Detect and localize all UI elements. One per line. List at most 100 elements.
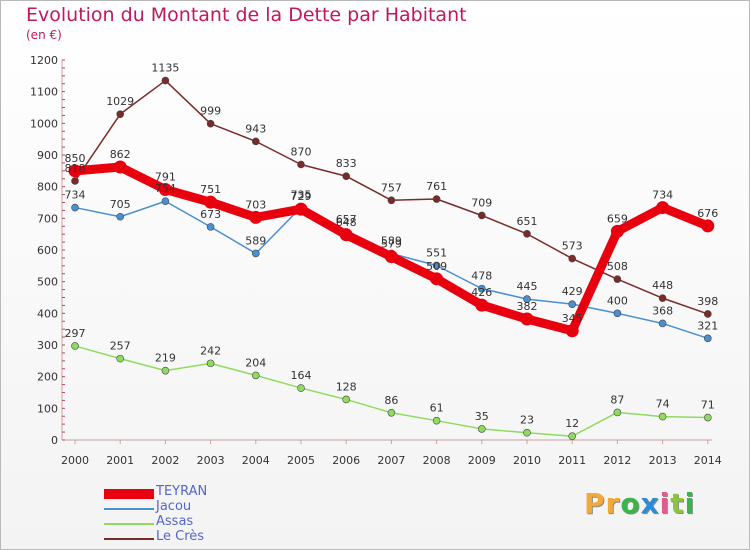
legend-swatch-teyran [104, 489, 154, 499]
data-point-le-cr-s [477, 211, 486, 220]
data-point-teyran [565, 324, 579, 338]
data-label-le-cr-s: 1029 [106, 95, 134, 108]
data-label-assas: 87 [610, 393, 624, 406]
data-label-le-cr-s: 833 [336, 157, 357, 170]
data-point-teyran [158, 183, 172, 197]
data-label-jacou: 754 [155, 182, 176, 195]
data-label-assas: 164 [291, 369, 312, 382]
data-point-jacou [568, 300, 577, 308]
data-label-teyran: 659 [607, 212, 628, 225]
data-label-jacou: 734 [65, 189, 86, 202]
data-label-le-cr-s: 870 [291, 146, 312, 159]
data-point-jacou [523, 295, 531, 303]
x-tick-label: 2002 [151, 454, 179, 467]
x-tick-label: 2005 [287, 454, 315, 467]
data-point-assas [342, 395, 351, 404]
data-label-le-cr-s: 818 [65, 162, 86, 175]
data-point-assas [658, 412, 667, 421]
data-label-assas: 204 [245, 356, 266, 369]
x-tick-label: 2010 [513, 454, 541, 467]
data-point-assas [387, 408, 396, 417]
data-label-assas: 23 [520, 414, 534, 427]
data-label-jacou: 445 [517, 280, 538, 293]
y-tick-label: 300 [37, 339, 58, 352]
x-tick-label: 2001 [106, 454, 134, 467]
data-label-teyran: 850 [65, 152, 86, 165]
data-point-assas [432, 416, 441, 425]
data-label-le-cr-s: 761 [426, 180, 447, 193]
data-label-le-cr-s: 398 [697, 295, 718, 308]
data-point-le-cr-s [703, 310, 712, 318]
y-tick-label: 1000 [30, 117, 58, 130]
data-point-teyran [339, 228, 353, 242]
data-point-assas [477, 425, 486, 433]
data-point-assas [568, 432, 577, 441]
data-label-assas: 61 [430, 402, 444, 415]
data-label-assas: 74 [656, 398, 670, 411]
y-tick-label: 700 [37, 212, 58, 225]
data-label-jacou: 551 [426, 247, 447, 260]
proxiti-logo: Proxiti [584, 487, 696, 520]
data-point-le-cr-s [206, 119, 215, 128]
y-tick-label: 200 [37, 371, 58, 384]
data-point-le-cr-s [116, 110, 124, 118]
x-tick-label: 2007 [377, 454, 405, 467]
data-point-assas [252, 371, 260, 380]
y-tick-label: 500 [37, 276, 58, 289]
data-point-assas [206, 359, 215, 368]
data-label-jacou: 429 [562, 285, 583, 298]
x-tick-label: 2009 [468, 454, 496, 467]
x-tick-label: 2008 [423, 454, 451, 467]
legend-swatch-assas [104, 523, 154, 525]
data-label-jacou: 705 [110, 198, 131, 211]
data-point-jacou [161, 197, 170, 206]
data-point-le-cr-s [432, 195, 441, 203]
data-point-le-cr-s [342, 172, 351, 181]
data-label-le-cr-s: 757 [381, 181, 402, 194]
data-point-le-cr-s [252, 137, 260, 146]
data-point-jacou [703, 334, 712, 343]
data-label-teyran: 345 [562, 312, 583, 325]
data-point-teyran [430, 272, 444, 286]
data-point-jacou [71, 203, 79, 212]
y-tick-label: 900 [37, 149, 58, 162]
legend-label-assas: Assas [156, 514, 194, 529]
data-point-teyran [204, 195, 218, 209]
data-label-assas: 12 [565, 417, 579, 430]
data-point-teyran [520, 312, 534, 326]
x-tick-label: 2013 [649, 454, 677, 467]
data-label-assas: 86 [384, 394, 398, 407]
data-point-assas [703, 413, 712, 422]
data-point-teyran [701, 219, 715, 233]
x-tick-label: 2012 [603, 454, 631, 467]
x-tick-label: 2011 [558, 454, 586, 467]
data-point-le-cr-s [523, 230, 531, 238]
data-label-assas: 71 [701, 399, 715, 412]
legend-label-jacou: Jacou [156, 499, 192, 514]
y-tick-label: 600 [37, 244, 58, 257]
data-label-teyran: 751 [200, 183, 221, 196]
data-label-le-cr-s: 1135 [151, 62, 179, 75]
data-label-jacou: 735 [291, 188, 312, 201]
y-tick-label: 1200 [30, 54, 58, 67]
data-label-le-cr-s: 651 [517, 215, 538, 228]
x-tick-label: 2014 [694, 454, 722, 467]
data-label-le-cr-s: 999 [200, 105, 221, 118]
data-point-jacou [116, 212, 124, 221]
legend-swatch-le-cr-s [104, 538, 154, 540]
data-point-teyran [656, 201, 670, 215]
data-label-teyran: 579 [381, 238, 402, 251]
data-point-jacou [658, 319, 667, 328]
data-point-jacou [613, 309, 622, 318]
data-point-jacou [432, 261, 441, 270]
legend-swatch-jacou [104, 508, 154, 510]
data-point-assas [297, 384, 305, 392]
y-tick-label: 800 [37, 181, 58, 194]
data-label-jacou: 589 [381, 234, 402, 247]
data-label-le-cr-s: 943 [245, 122, 266, 135]
data-point-jacou [252, 249, 260, 258]
data-point-assas [71, 342, 79, 350]
data-label-assas: 257 [110, 340, 131, 353]
x-tick-label: 2000 [61, 454, 89, 467]
data-point-assas [613, 408, 622, 417]
